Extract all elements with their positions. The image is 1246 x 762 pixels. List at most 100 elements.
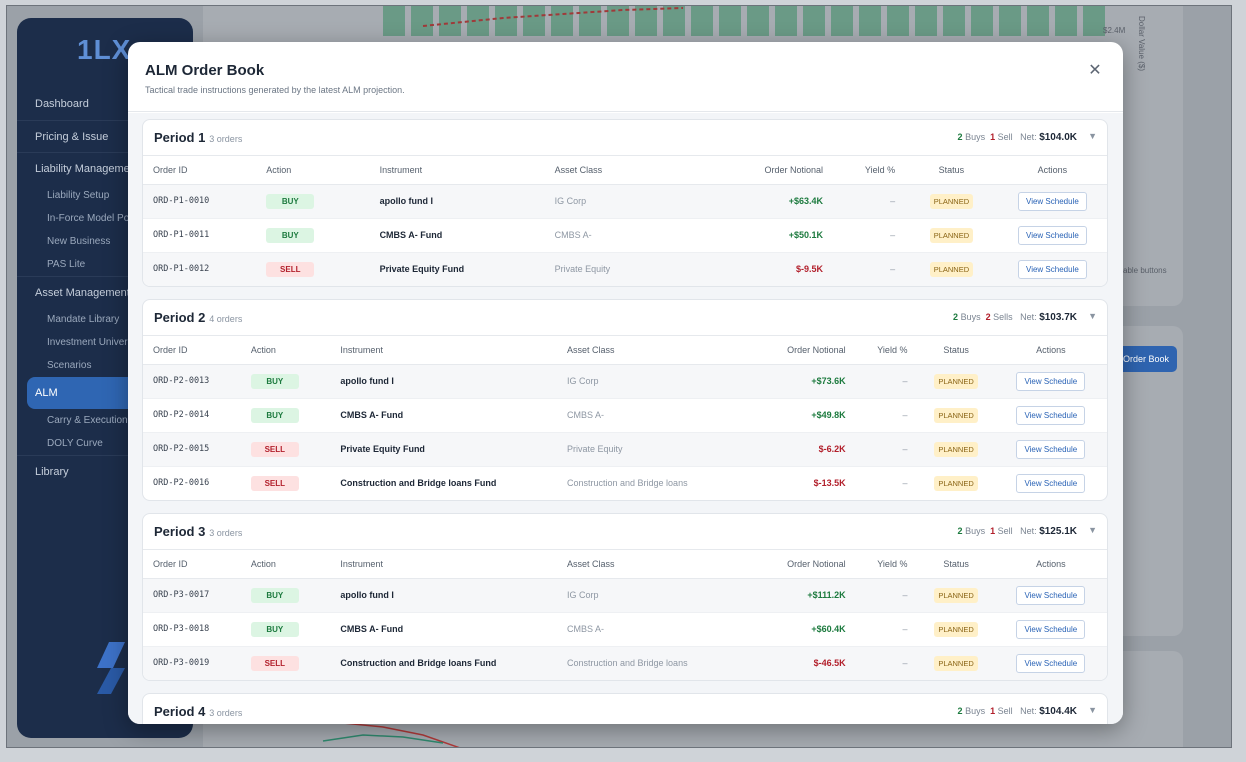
sidebar-item-liability-management[interactable]: Liability Management [17, 152, 193, 184]
order-notional: $-6.2K [747, 432, 856, 467]
action-badge: BUY [250, 407, 299, 423]
sidebar-item-in-force-model-portfolio[interactable]: In-Force Model Portfolio [47, 213, 154, 224]
status-badge: PLANNED [934, 655, 978, 671]
instrument-name: CMBS A- Fund [369, 218, 545, 253]
sidebar-item-asset-management[interactable]: Asset Management [17, 276, 193, 308]
column-header-asset-class: Asset Class [557, 550, 748, 579]
yield-value: – [855, 432, 918, 467]
buy-count: 2 [957, 706, 963, 716]
action-badge: SELL [250, 441, 299, 457]
sidebar-item-scenarios[interactable]: Scenarios [47, 360, 92, 371]
bg-order-book-button[interactable]: Order Book [1115, 346, 1177, 372]
brand-logo: 1LX [77, 34, 132, 65]
brand-mark-icon [97, 642, 125, 694]
sidebar-item-investment-universe[interactable]: Investment Universe [47, 337, 139, 348]
order-id: ORD-P3-0017 [143, 578, 241, 613]
collapse-caret-icon[interactable]: ▼ [1088, 311, 1097, 321]
asset-class: CMBS A- [544, 218, 720, 253]
view-schedule-button[interactable]: View Schedule [1018, 191, 1087, 211]
status-cell: PLANNED [917, 398, 995, 433]
sidebar-item-pricing-issue[interactable]: Pricing & Issue [17, 120, 193, 152]
column-header-asset-class: Asset Class [544, 156, 720, 185]
sidebar-item-liability-setup[interactable]: Liability Setup [47, 190, 110, 201]
asset-class: CMBS A- [557, 398, 748, 433]
yield-value: – [855, 398, 918, 433]
action-cell: BUY [256, 184, 370, 219]
column-header-notional: Order Notional [719, 156, 833, 185]
table-row: ORD-P1-0010 BUY apollo fund I IG Corp +$63.4… [143, 184, 1107, 219]
order-id: ORD-P1-0012 [143, 252, 257, 286]
collapse-caret-icon[interactable]: ▼ [1088, 525, 1097, 535]
buy-count-label: Buys [960, 312, 981, 322]
modal-subtitle: Tactical trade instructions generated by… [145, 85, 405, 95]
close-icon[interactable]: ✕ [1088, 62, 1102, 79]
column-header-actions: Actions [994, 336, 1107, 365]
actions-cell: View Schedule [994, 646, 1107, 680]
sidebar-item-mandate-library[interactable]: Mandate Library [47, 314, 120, 325]
sidebar-item-pas-lite[interactable]: PAS Lite [47, 259, 86, 270]
period-summary: 2 Buys 1 Sell Net: $104.0K [958, 132, 1077, 143]
app-window: 1LX Dashboard Pricing & Issue Liability Ma… [6, 5, 1232, 748]
order-id: ORD-P1-0011 [143, 218, 257, 253]
action-cell: BUY [240, 612, 331, 647]
column-header-order-id: Order ID [143, 550, 241, 579]
instrument-name: apollo fund I [369, 184, 545, 219]
view-schedule-button[interactable]: View Schedule [1016, 653, 1086, 673]
view-schedule-button[interactable]: View Schedule [1016, 473, 1086, 493]
order-notional: +$111.2K [747, 578, 856, 613]
view-schedule-button[interactable]: View Schedule [1016, 405, 1086, 425]
table-row: ORD-P3-0017 BUY apollo fund I IG Corp +$111.… [143, 578, 1107, 613]
yield-value: – [833, 184, 906, 219]
column-header-status: Status [905, 156, 998, 185]
sidebar-item-library[interactable]: Library [17, 455, 193, 487]
action-cell: SELL [241, 466, 331, 500]
collapse-caret-icon[interactable]: ▼ [1088, 705, 1097, 715]
order-id: ORD-P2-0013 [143, 364, 241, 399]
net-value: $104.0K [1039, 132, 1077, 143]
sidebar-item-dashboard[interactable]: Dashboard [35, 98, 89, 110]
buy-count-label: Buys [965, 706, 986, 716]
view-schedule-button[interactable]: View Schedule [1016, 585, 1086, 605]
actions-cell: View Schedule [994, 364, 1107, 399]
order-notional: +$73.6K [747, 364, 856, 399]
column-header-notional: Order Notional [747, 550, 856, 579]
sidebar-item-doly-curve[interactable]: DOLY Curve [47, 438, 103, 449]
column-header-yield: Yield % [855, 550, 918, 579]
asset-class: IG Corp [557, 578, 748, 613]
view-schedule-button[interactable]: View Schedule [1018, 225, 1087, 245]
buy-count: 2 [957, 526, 963, 536]
sell-count-label: Sell [997, 526, 1013, 536]
buy-count-label: Buys [965, 526, 986, 536]
view-schedule-button[interactable]: View Schedule [1016, 619, 1086, 639]
sidebar-item-new-business[interactable]: New Business [47, 236, 111, 247]
yield-value: – [833, 252, 906, 286]
view-schedule-button[interactable]: View Schedule [1018, 259, 1087, 279]
status-badge: PLANNED [934, 475, 978, 491]
collapse-caret-icon[interactable]: ▼ [1088, 131, 1097, 141]
column-header-order-id: Order ID [143, 156, 257, 185]
view-schedule-button[interactable]: View Schedule [1016, 439, 1086, 459]
view-schedule-button[interactable]: View Schedule [1016, 371, 1086, 391]
sell-count: 1 [990, 526, 996, 536]
net-label: Net: [1020, 706, 1037, 716]
yield-value: – [855, 364, 918, 399]
sidebar-item-carry-execution[interactable]: Carry & Execution [47, 415, 128, 426]
status-cell: PLANNED [917, 578, 995, 613]
status-badge: PLANNED [929, 227, 974, 243]
actions-cell: View Schedule [997, 218, 1107, 253]
action-badge: SELL [266, 261, 315, 277]
status-cell: PLANNED [905, 252, 998, 286]
order-notional: +$49.8K [747, 398, 856, 433]
period-summary: 2 Buys 2 Sells Net: $103.7K [953, 312, 1077, 323]
net-value: $125.1K [1039, 526, 1077, 537]
column-header-action: Action [240, 550, 331, 579]
period-order-count: 4 orders [209, 314, 243, 324]
bg-chart-bars [383, 6, 1105, 36]
period-name: Period 4 [154, 704, 206, 719]
